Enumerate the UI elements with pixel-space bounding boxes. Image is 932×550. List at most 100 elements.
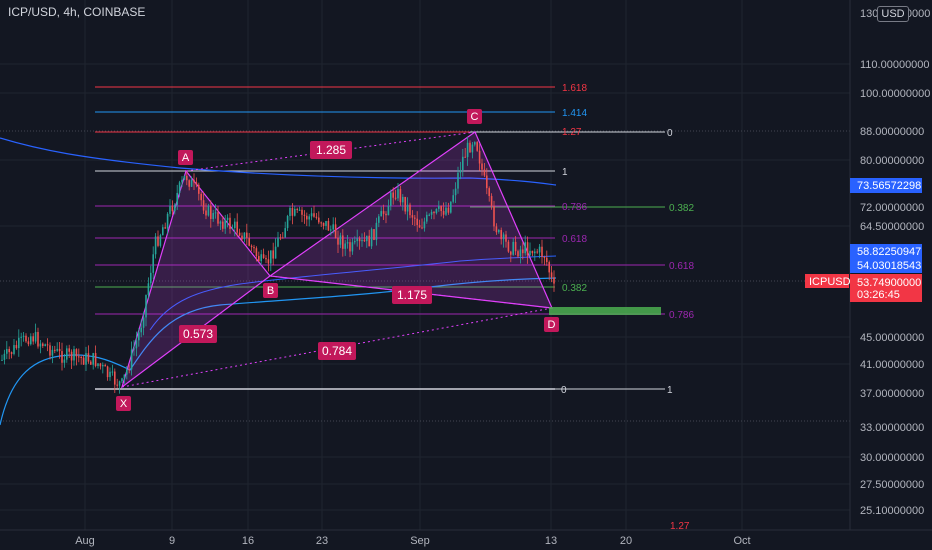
point-label-a: A bbox=[182, 152, 190, 164]
candle-body bbox=[226, 217, 229, 220]
candle-body bbox=[310, 213, 313, 217]
candle-body bbox=[85, 353, 87, 365]
candle-body bbox=[423, 221, 426, 229]
candle-body bbox=[145, 295, 147, 318]
candle-body bbox=[265, 257, 267, 260]
time-tick: Sep bbox=[410, 535, 430, 547]
candle-body bbox=[512, 241, 514, 255]
candle-body bbox=[157, 236, 159, 246]
candle-body bbox=[526, 242, 529, 256]
candle-body bbox=[198, 184, 200, 194]
fib2-label-0382-lower: 0.382 bbox=[562, 283, 587, 294]
candle-body bbox=[342, 235, 344, 249]
currency-button[interactable]: USD bbox=[877, 6, 909, 22]
fib2-label-0618: 0.618 bbox=[669, 261, 694, 272]
candle-body bbox=[510, 251, 512, 255]
candle-body bbox=[243, 232, 246, 240]
candle-body bbox=[58, 348, 61, 352]
candle-body bbox=[428, 214, 430, 216]
target-zone[interactable] bbox=[549, 307, 661, 315]
candle-body bbox=[104, 365, 106, 367]
candle-body bbox=[320, 222, 322, 224]
candle-body bbox=[531, 250, 534, 254]
candle-body bbox=[164, 227, 166, 229]
fib-label-0-bottom: 0 bbox=[561, 385, 567, 396]
candle-body bbox=[550, 272, 553, 278]
candle-body bbox=[493, 205, 495, 227]
candle-body bbox=[409, 204, 411, 216]
candle-body bbox=[27, 341, 30, 345]
candle-body bbox=[61, 351, 63, 363]
candle-body bbox=[102, 365, 104, 367]
candle-body bbox=[337, 237, 339, 245]
candle-body bbox=[466, 142, 469, 158]
candle-body bbox=[188, 180, 190, 187]
candle-body bbox=[78, 356, 80, 358]
candle-body bbox=[224, 219, 226, 229]
candle-body bbox=[406, 204, 409, 212]
candle-body bbox=[152, 254, 154, 273]
ma-line-fast bbox=[0, 277, 557, 426]
candle-body bbox=[238, 232, 241, 236]
candle-body bbox=[454, 188, 457, 196]
candle-body bbox=[8, 348, 10, 353]
candle-body bbox=[241, 235, 243, 240]
candle-body bbox=[306, 215, 308, 220]
candle-body bbox=[277, 237, 279, 247]
candle-body bbox=[471, 144, 474, 153]
candle-body bbox=[82, 357, 85, 365]
candle-body bbox=[538, 246, 541, 253]
candle-body bbox=[128, 369, 130, 371]
candle-body bbox=[75, 349, 78, 357]
candle-body bbox=[231, 227, 234, 229]
candle-body bbox=[279, 237, 282, 239]
candle-body bbox=[222, 221, 224, 229]
candle-body bbox=[373, 229, 375, 240]
candle-body bbox=[44, 344, 46, 346]
candle-body bbox=[390, 192, 392, 206]
candle-body bbox=[517, 251, 519, 257]
candle-body bbox=[181, 179, 183, 183]
candle-body bbox=[70, 351, 73, 361]
candle-body bbox=[46, 344, 49, 346]
candle-body bbox=[90, 361, 92, 365]
time-axis[interactable]: Aug 9 16 23 Sep 13 20 Oct bbox=[75, 535, 750, 547]
time-tick: 9 bbox=[169, 535, 175, 547]
candle-body bbox=[358, 238, 361, 242]
candle-body bbox=[80, 356, 82, 358]
candle-body bbox=[138, 332, 140, 341]
candle-body bbox=[459, 170, 462, 173]
candle-body bbox=[402, 196, 404, 203]
candle-body bbox=[219, 221, 222, 224]
candle-body bbox=[469, 142, 471, 153]
candle-body bbox=[363, 239, 366, 242]
ratio-label-xd: 0.784 bbox=[322, 344, 352, 358]
time-tick: Aug bbox=[75, 535, 95, 547]
candle-body bbox=[260, 254, 262, 262]
candle-body bbox=[34, 332, 37, 342]
candle-body bbox=[66, 348, 68, 360]
candle-body bbox=[111, 371, 114, 373]
candle-body bbox=[282, 237, 284, 239]
candle-body bbox=[541, 246, 543, 257]
time-tick: 20 bbox=[620, 535, 632, 547]
candle-body bbox=[483, 169, 486, 176]
ma-line-mid bbox=[149, 255, 557, 331]
candle-body bbox=[246, 232, 248, 238]
candle-body bbox=[234, 221, 236, 228]
candle-body bbox=[414, 217, 416, 219]
candle-body bbox=[474, 142, 476, 145]
candle-body bbox=[262, 254, 265, 258]
candle-body bbox=[325, 220, 327, 226]
price-axis[interactable]: 130.00000000 110.00000000 100.00000000 8… bbox=[860, 8, 930, 517]
fib2-label-1: 1 bbox=[667, 385, 673, 396]
candle-body bbox=[49, 345, 51, 356]
candle-body bbox=[133, 348, 135, 350]
candle-body bbox=[207, 205, 210, 216]
candle-body bbox=[346, 242, 349, 244]
candle-body bbox=[6, 348, 8, 354]
candle-body bbox=[130, 349, 133, 370]
price-tick: 80.00000000 bbox=[860, 155, 924, 167]
candle-body bbox=[339, 235, 342, 245]
